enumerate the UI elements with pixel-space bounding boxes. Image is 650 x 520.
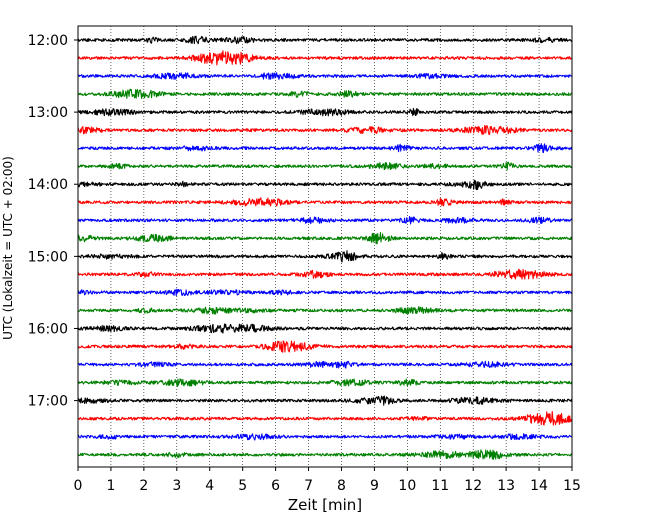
trace-1600 [77,323,573,334]
y-tick-label: 12:00 [28,33,68,49]
x-tick-label: 12 [464,478,482,494]
y-tick-label: 13:00 [28,105,68,121]
trace-1730 [77,433,573,441]
x-tick-label: 10 [398,478,416,494]
x-tick-label: 5 [238,478,247,494]
frame-layer [77,25,573,468]
x-tick-label: 3 [172,478,181,494]
trace-1645 [77,378,573,388]
trace-1400 [77,179,573,191]
x-tick-label: 4 [205,478,214,494]
y-tick-label: 16:00 [28,321,68,337]
trace-layer [77,35,573,460]
plot-frame [77,25,573,468]
trace-1530 [77,288,573,297]
trace-1745 [77,449,573,460]
x-tick-label: 6 [271,478,280,494]
trace-1430 [77,216,573,225]
x-tick-label: 14 [530,478,548,494]
y-tick-label: 17:00 [28,394,68,410]
trace-1700 [77,395,573,406]
trace-1615 [77,340,573,353]
x-tick-label: 9 [370,478,379,494]
x-tick-label: 1 [106,478,115,494]
y-tick-label: 15:00 [28,249,68,265]
y-axis-title: UTC (Lokalzeit = UTC + 02:00) [1,156,15,340]
trace-1445 [77,231,573,245]
trace-1200 [77,35,573,45]
trace-1230 [77,72,573,80]
trace-1500 [77,250,573,263]
trace-1215 [77,50,573,66]
trace-1515 [77,268,573,280]
x-tick-label: 2 [139,478,148,494]
trace-1545 [77,306,573,315]
trace-1330 [77,143,573,154]
trace-1345 [77,161,573,171]
x-tick-label: 0 [74,478,83,494]
x-tick-label: 7 [304,478,313,494]
y-tick-label: 14:00 [28,177,68,193]
trace-1630 [77,360,573,369]
x-tick-layer: 0 1 2 3 4 5 6 7 8 9 10 11 12 13 14 15 [74,467,581,494]
trace-1300 [77,107,573,117]
x-tick-label: 8 [337,478,346,494]
trace-1245 [77,88,573,99]
y-tick-layer: 12:00 13:00 14:00 15:00 16:00 17:00 [28,33,78,410]
x-tick-label: 13 [497,478,515,494]
trace-1415 [77,197,573,207]
trace-1715 [77,411,573,426]
trace-1315 [77,124,573,136]
x-tick-label: 15 [563,478,581,494]
x-tick-label: 11 [431,478,449,494]
x-axis-title: Zeit [min] [288,496,362,514]
